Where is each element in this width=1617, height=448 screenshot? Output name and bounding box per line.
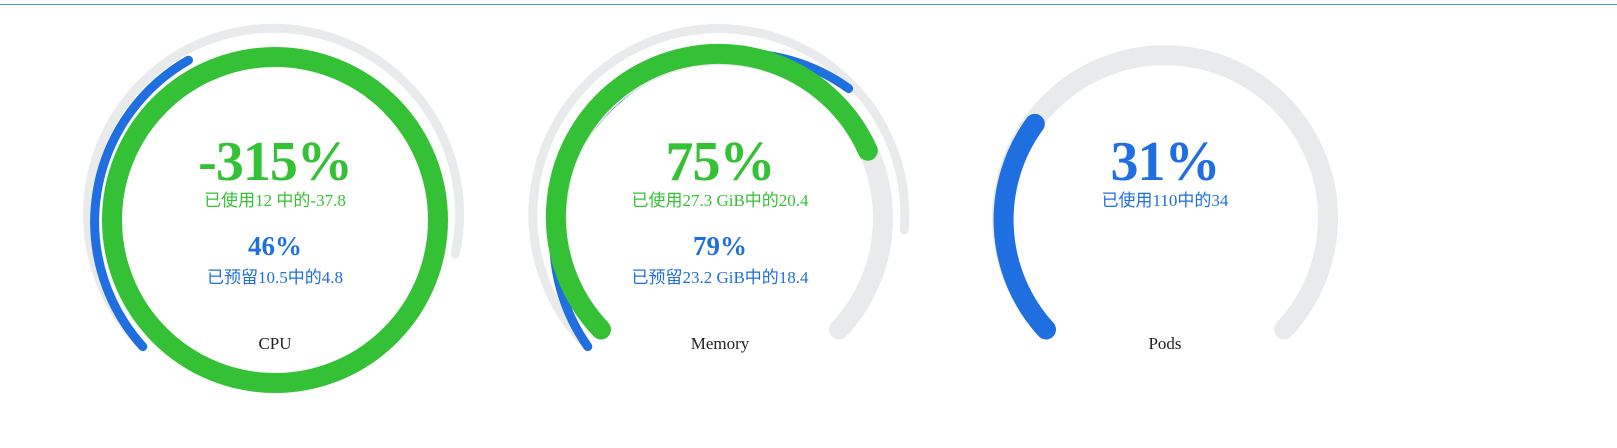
memory-used-arc (545, 43, 878, 340)
cpu-reserved-text: 已预留10.5中的4.8 (207, 268, 343, 287)
pods-gauge: 31% 已使用110中的34 Pods (935, 0, 1395, 448)
cpu-reserved-percent: 46% (248, 231, 302, 261)
cpu-gauge-chart (83, 23, 464, 393)
memory-reserved-percent: 79% (693, 231, 747, 261)
memory-gauge-chart (528, 24, 910, 352)
pods-label: Pods (1148, 334, 1182, 353)
cpu-used-percent: -315% (198, 131, 353, 193)
pods-used-text: 已使用110中的34 (1101, 191, 1229, 210)
memory-used-percent: 75% (665, 131, 776, 193)
cpu-label: CPU (258, 334, 292, 353)
pods-gauge-chart (992, 45, 1338, 340)
cpu-gauge: -315% 已使用12 中的-37.8 46% 已预留10.5中的4.8 CPU (45, 0, 505, 448)
memory-gauge: 75% 已使用27.3 GiB中的20.4 79% 已预留23.2 GiB中的1… (490, 0, 950, 448)
memory-label: Memory (690, 334, 750, 353)
cpu-reserved-track (83, 23, 464, 352)
pods-used-percent: 31% (1110, 131, 1221, 193)
memory-reserved-track (528, 24, 910, 352)
pods-used-arc (993, 113, 1056, 340)
cpu-reserved-arc (90, 55, 193, 352)
memory-used-text: 已使用27.3 GiB中的20.4 (631, 191, 809, 210)
cpu-used-arc (102, 47, 448, 393)
cpu-used-text: 已使用12 中的-37.8 (204, 191, 346, 210)
memory-reserved-text: 已预留23.2 GiB中的18.4 (631, 268, 809, 287)
top-border (0, 0, 1617, 5)
